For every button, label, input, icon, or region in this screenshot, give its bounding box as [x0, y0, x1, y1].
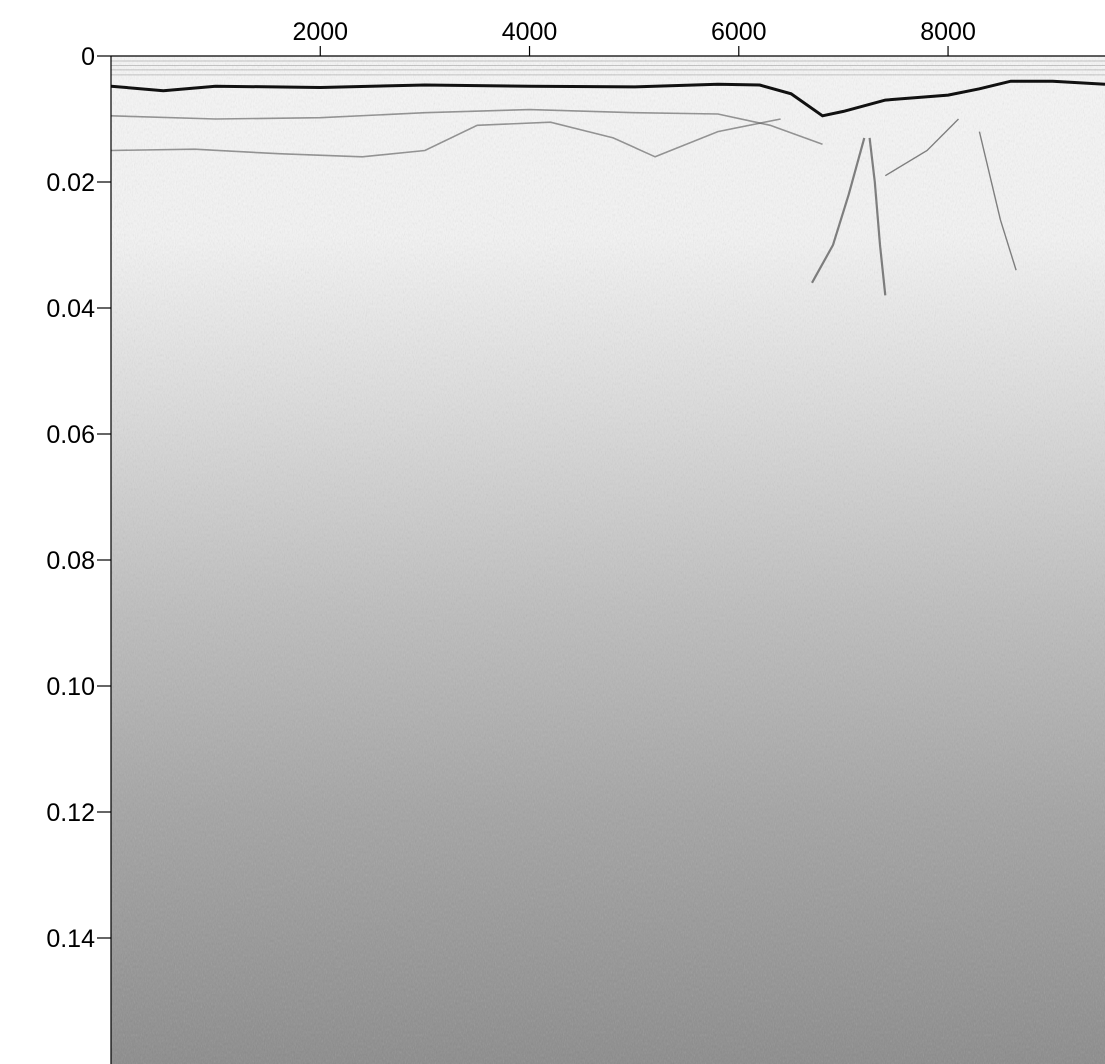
x-tick-label-4000: 4000: [502, 18, 558, 46]
subsurface-layer-2: [111, 118, 781, 158]
y-tick-label-0.10: 0.10: [46, 673, 95, 701]
diffraction-feature-3: [884, 118, 959, 177]
diffraction-features: [811, 118, 1017, 296]
y-axis-ticks: 0 0.02 0.04 0.06 0.08 0.10 0.12 0.14: [46, 43, 111, 953]
y-tick-label-0: 0: [81, 43, 95, 71]
x-tick-label-2000: 2000: [292, 18, 348, 46]
diffraction-feature-1: [811, 137, 866, 284]
diffraction-feature-4: [978, 131, 1017, 271]
x-axis-ticks: 2000 4000 6000 8000: [292, 18, 976, 56]
surface-bands: [111, 60, 1105, 76]
y-tick-label-0.08: 0.08: [46, 547, 95, 575]
surface-reflector-line: [111, 79, 1105, 118]
plot-area: [111, 56, 1105, 1064]
surface-reflector: [111, 79, 1105, 118]
y-tick-label-0.04: 0.04: [46, 295, 95, 323]
axes: 2000 4000 6000 8000 0 0.02 0.04 0.06 0.08 0.10 0.…: [46, 18, 1105, 1064]
y-tick-label-0.02: 0.02: [46, 169, 95, 197]
diffraction-feature-2: [868, 137, 887, 296]
y-tick-label-0.14: 0.14: [46, 925, 95, 953]
subsurface-layer-1: [111, 108, 823, 145]
y-tick-label-0.06: 0.06: [46, 421, 95, 449]
y-tick-label-0.12: 0.12: [46, 799, 95, 827]
x-tick-label-6000: 6000: [711, 18, 767, 46]
noise-texture: [111, 56, 1105, 1064]
subsurface-layers: [111, 108, 823, 158]
x-tick-label-8000: 8000: [920, 18, 976, 46]
